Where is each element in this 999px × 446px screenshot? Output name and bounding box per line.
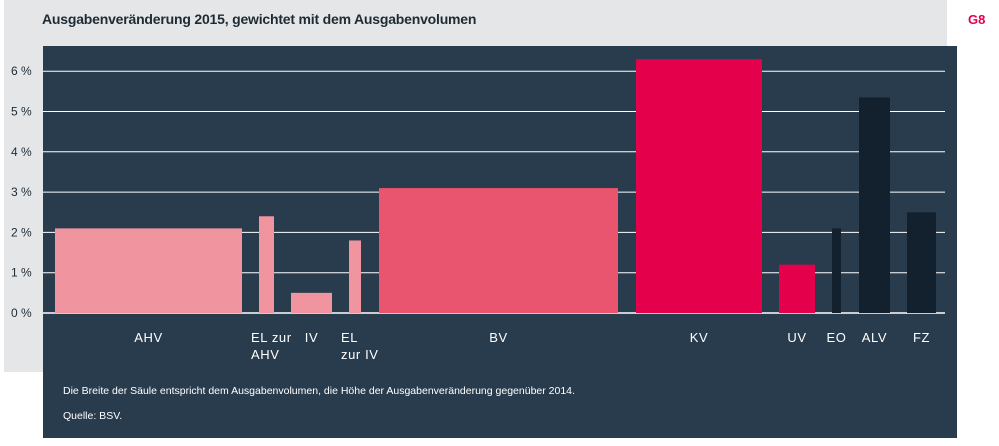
- x-tick-label: AHV: [134, 330, 163, 345]
- bar-uv: [779, 264, 815, 313]
- x-tick-label: ALV: [862, 330, 887, 345]
- chart-note: Die Breite der Säule entspricht dem Ausg…: [63, 385, 575, 397]
- x-tick-label: KV: [690, 330, 709, 345]
- x-axis-category-labels: AHV EL zur AHV IV EL zur IV BV KV UV EO ALV FZ: [134, 330, 930, 362]
- y-axis-tick-labels: 0 % 1 % 2 % 3 % 4 % 5 % 6 %: [11, 64, 32, 320]
- bar-kv: [636, 59, 762, 313]
- x-tick-label: FZ: [913, 330, 930, 345]
- y-tick-label: 1 %: [11, 266, 32, 280]
- chart-title: Ausgabenveränderung 2015, gewichtet mit …: [42, 11, 477, 27]
- x-tick-label: EL zur IV: [341, 330, 379, 362]
- bar-iv: [291, 292, 332, 313]
- bar-ahv: [55, 228, 242, 313]
- bar-alv: [859, 97, 890, 314]
- y-tick-label: 2 %: [11, 225, 32, 239]
- bar-bv: [379, 188, 618, 313]
- y-tick-label: 4 %: [11, 145, 32, 159]
- bar-fz: [907, 212, 936, 313]
- y-tick-label: 6 %: [11, 64, 32, 78]
- x-tick-label: EO: [827, 330, 847, 345]
- x-tick-label: BV: [489, 330, 508, 345]
- y-tick-label: 0 %: [11, 306, 32, 320]
- bar-eo: [832, 228, 841, 313]
- chart-source: Quelle: BSV.: [63, 410, 123, 422]
- bar-el-zur-ahv: [259, 216, 274, 313]
- bar-el-zur-iv: [349, 240, 361, 313]
- figure-label: G8: [968, 12, 986, 27]
- y-tick-label: 3 %: [11, 185, 32, 199]
- bars: [55, 59, 936, 314]
- y-tick-label: 5 %: [11, 105, 32, 119]
- x-tick-label: IV: [305, 330, 318, 345]
- x-tick-label: EL zur AHV: [251, 330, 292, 362]
- x-tick-label: UV: [787, 330, 806, 345]
